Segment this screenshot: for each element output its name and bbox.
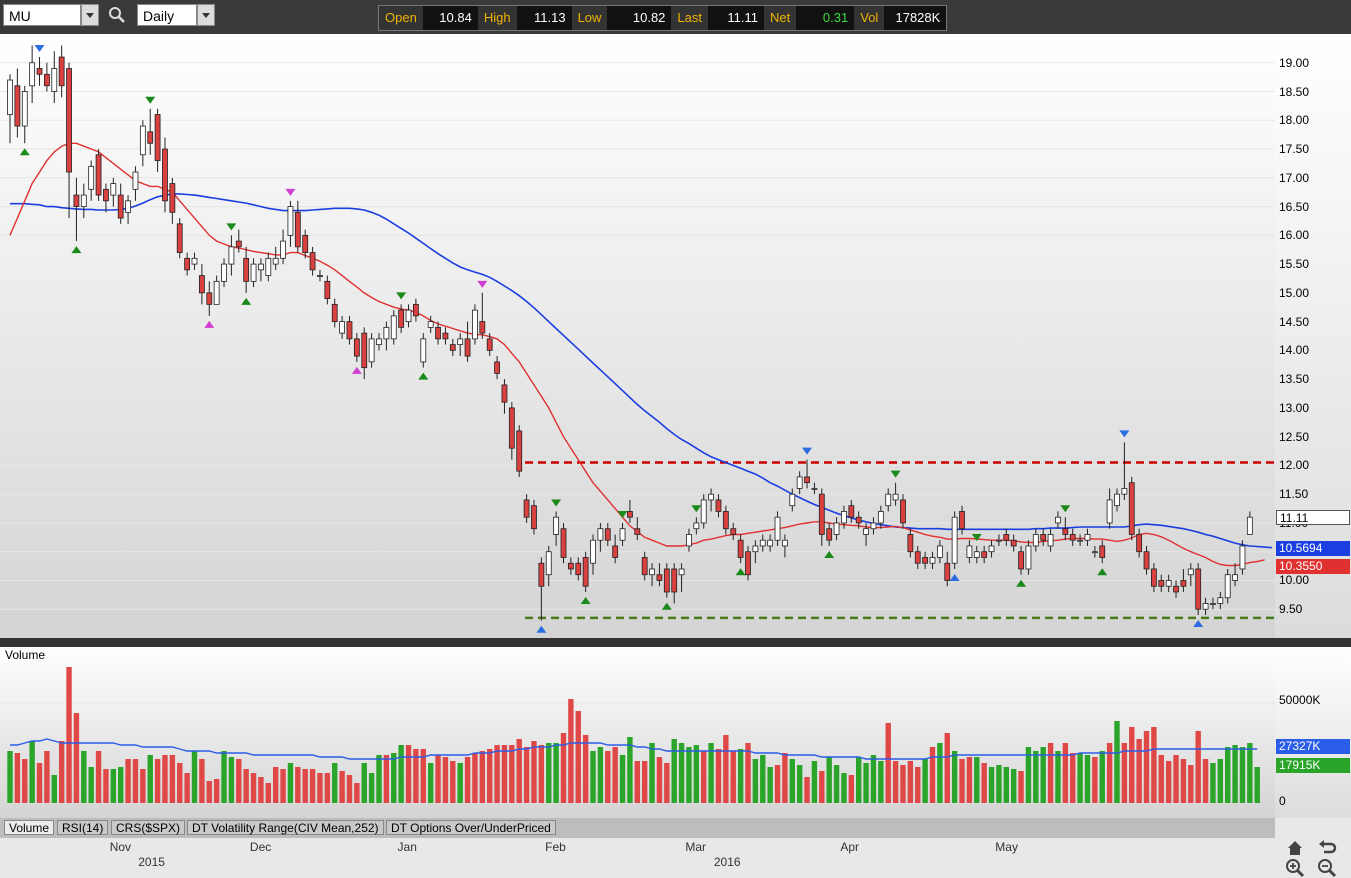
date-axis-month-label: Feb [545, 840, 566, 854]
volume-avg-tag: 27327K [1276, 739, 1350, 754]
zoom-in-icon[interactable] [1285, 858, 1305, 878]
quote-high-label: High [477, 6, 517, 30]
tab-crs[interactable]: CRS($SPX) [111, 820, 186, 835]
quote-low-value: 10.82 [607, 6, 672, 30]
price-axis-label: 12.00 [1279, 458, 1310, 473]
date-axis-month-label: Nov [109, 840, 132, 854]
price-axis-label: 14.50 [1279, 314, 1310, 329]
quote-open-label: Open [379, 6, 423, 30]
quote-last-label: Last [671, 6, 708, 30]
price-axis-label: 10.00 [1279, 573, 1310, 588]
quote-high-value: 11.13 [516, 6, 572, 30]
ma-slow-tag: 10.5694 [1276, 540, 1350, 556]
volume-panel[interactable] [0, 647, 1275, 818]
price-axis-label: 17.00 [1279, 170, 1310, 185]
quote-vol-label: Vol [854, 6, 885, 30]
volume-last-tag: 17915K [1276, 758, 1350, 773]
period-select[interactable]: Daily [137, 4, 197, 26]
tab-options-overunder[interactable]: DT Options Over/UnderPriced [386, 820, 556, 835]
panel-separator[interactable] [0, 638, 1351, 647]
date-axis-year-label: 2016 [713, 855, 741, 869]
tab-rsi[interactable]: RSI(14) [57, 820, 109, 835]
price-axis-label: 14.00 [1279, 343, 1310, 358]
last-price-tag: 11.11 [1276, 509, 1350, 525]
quote-net-label: Net [764, 6, 797, 30]
date-axis-month-label: Dec [249, 840, 272, 854]
ma-fast-tag: 10.3550 [1276, 559, 1350, 575]
undo-icon[interactable] [1317, 838, 1337, 858]
quote-net-value: 0.31 [796, 6, 855, 30]
indicator-tabs: Volume RSI(14) CRS($SPX) DT Volatility R… [0, 818, 1275, 838]
price-axis-label: 13.00 [1279, 400, 1310, 415]
quote-vol-value: 17828K [884, 6, 947, 30]
toolbar: MU Daily Open 10.84 High 11.13 Low 10.82… [0, 0, 1351, 34]
home-icon[interactable] [1285, 838, 1305, 858]
quote-low-label: Low [571, 6, 608, 30]
price-axis-label: 15.50 [1279, 257, 1310, 272]
price-axis-label: 16.50 [1279, 199, 1310, 214]
date-axis-month-label: May [995, 840, 1018, 854]
price-axis [1275, 34, 1351, 638]
date-axis-year-label: 2015 [138, 855, 165, 869]
date-axis-month-label: Apr [840, 840, 859, 854]
date-axis: Nov Dec Jan Feb Mar Apr May 2015 2016 [0, 838, 1275, 878]
volume-panel-title: Volume [5, 648, 46, 662]
tab-volatility-range[interactable]: DT Volatility Range(CIV Mean,252) [187, 820, 384, 835]
price-axis-label: 12.50 [1279, 429, 1310, 444]
date-axis-month-label: Jan [397, 840, 417, 854]
volume-axis [1275, 647, 1351, 818]
period-dropdown-icon[interactable] [197, 4, 215, 26]
price-axis-label: 16.00 [1279, 228, 1310, 243]
volume-axis-label-zero: 0 [1279, 794, 1286, 808]
price-axis-label: 18.00 [1279, 113, 1310, 128]
price-axis-label: 9.50 [1279, 602, 1303, 617]
quote-bar: Open 10.84 High 11.13 Low 10.82 Last 11.… [378, 5, 948, 31]
symbol-dropdown-icon[interactable] [81, 4, 99, 26]
price-axis-label: 13.50 [1279, 372, 1310, 387]
price-axis-label: 17.50 [1279, 142, 1310, 157]
price-axis-label: 11.50 [1279, 487, 1309, 502]
zoom-out-icon[interactable] [1317, 858, 1337, 878]
price-panel[interactable] [0, 34, 1275, 638]
corner-controls [1275, 818, 1351, 878]
volume-axis-label-top: 50000K [1279, 693, 1321, 707]
price-axis-label: 19.00 [1279, 55, 1310, 70]
date-axis-month-label: Mar [685, 840, 706, 854]
search-icon[interactable] [108, 6, 126, 24]
quote-open-value: 10.84 [422, 6, 478, 30]
price-axis-label: 15.00 [1279, 285, 1310, 300]
tab-volume[interactable]: Volume [4, 820, 55, 835]
price-axis-label: 18.50 [1279, 84, 1310, 99]
quote-last-value: 11.11 [708, 6, 764, 30]
symbol-input[interactable]: MU [3, 4, 81, 26]
